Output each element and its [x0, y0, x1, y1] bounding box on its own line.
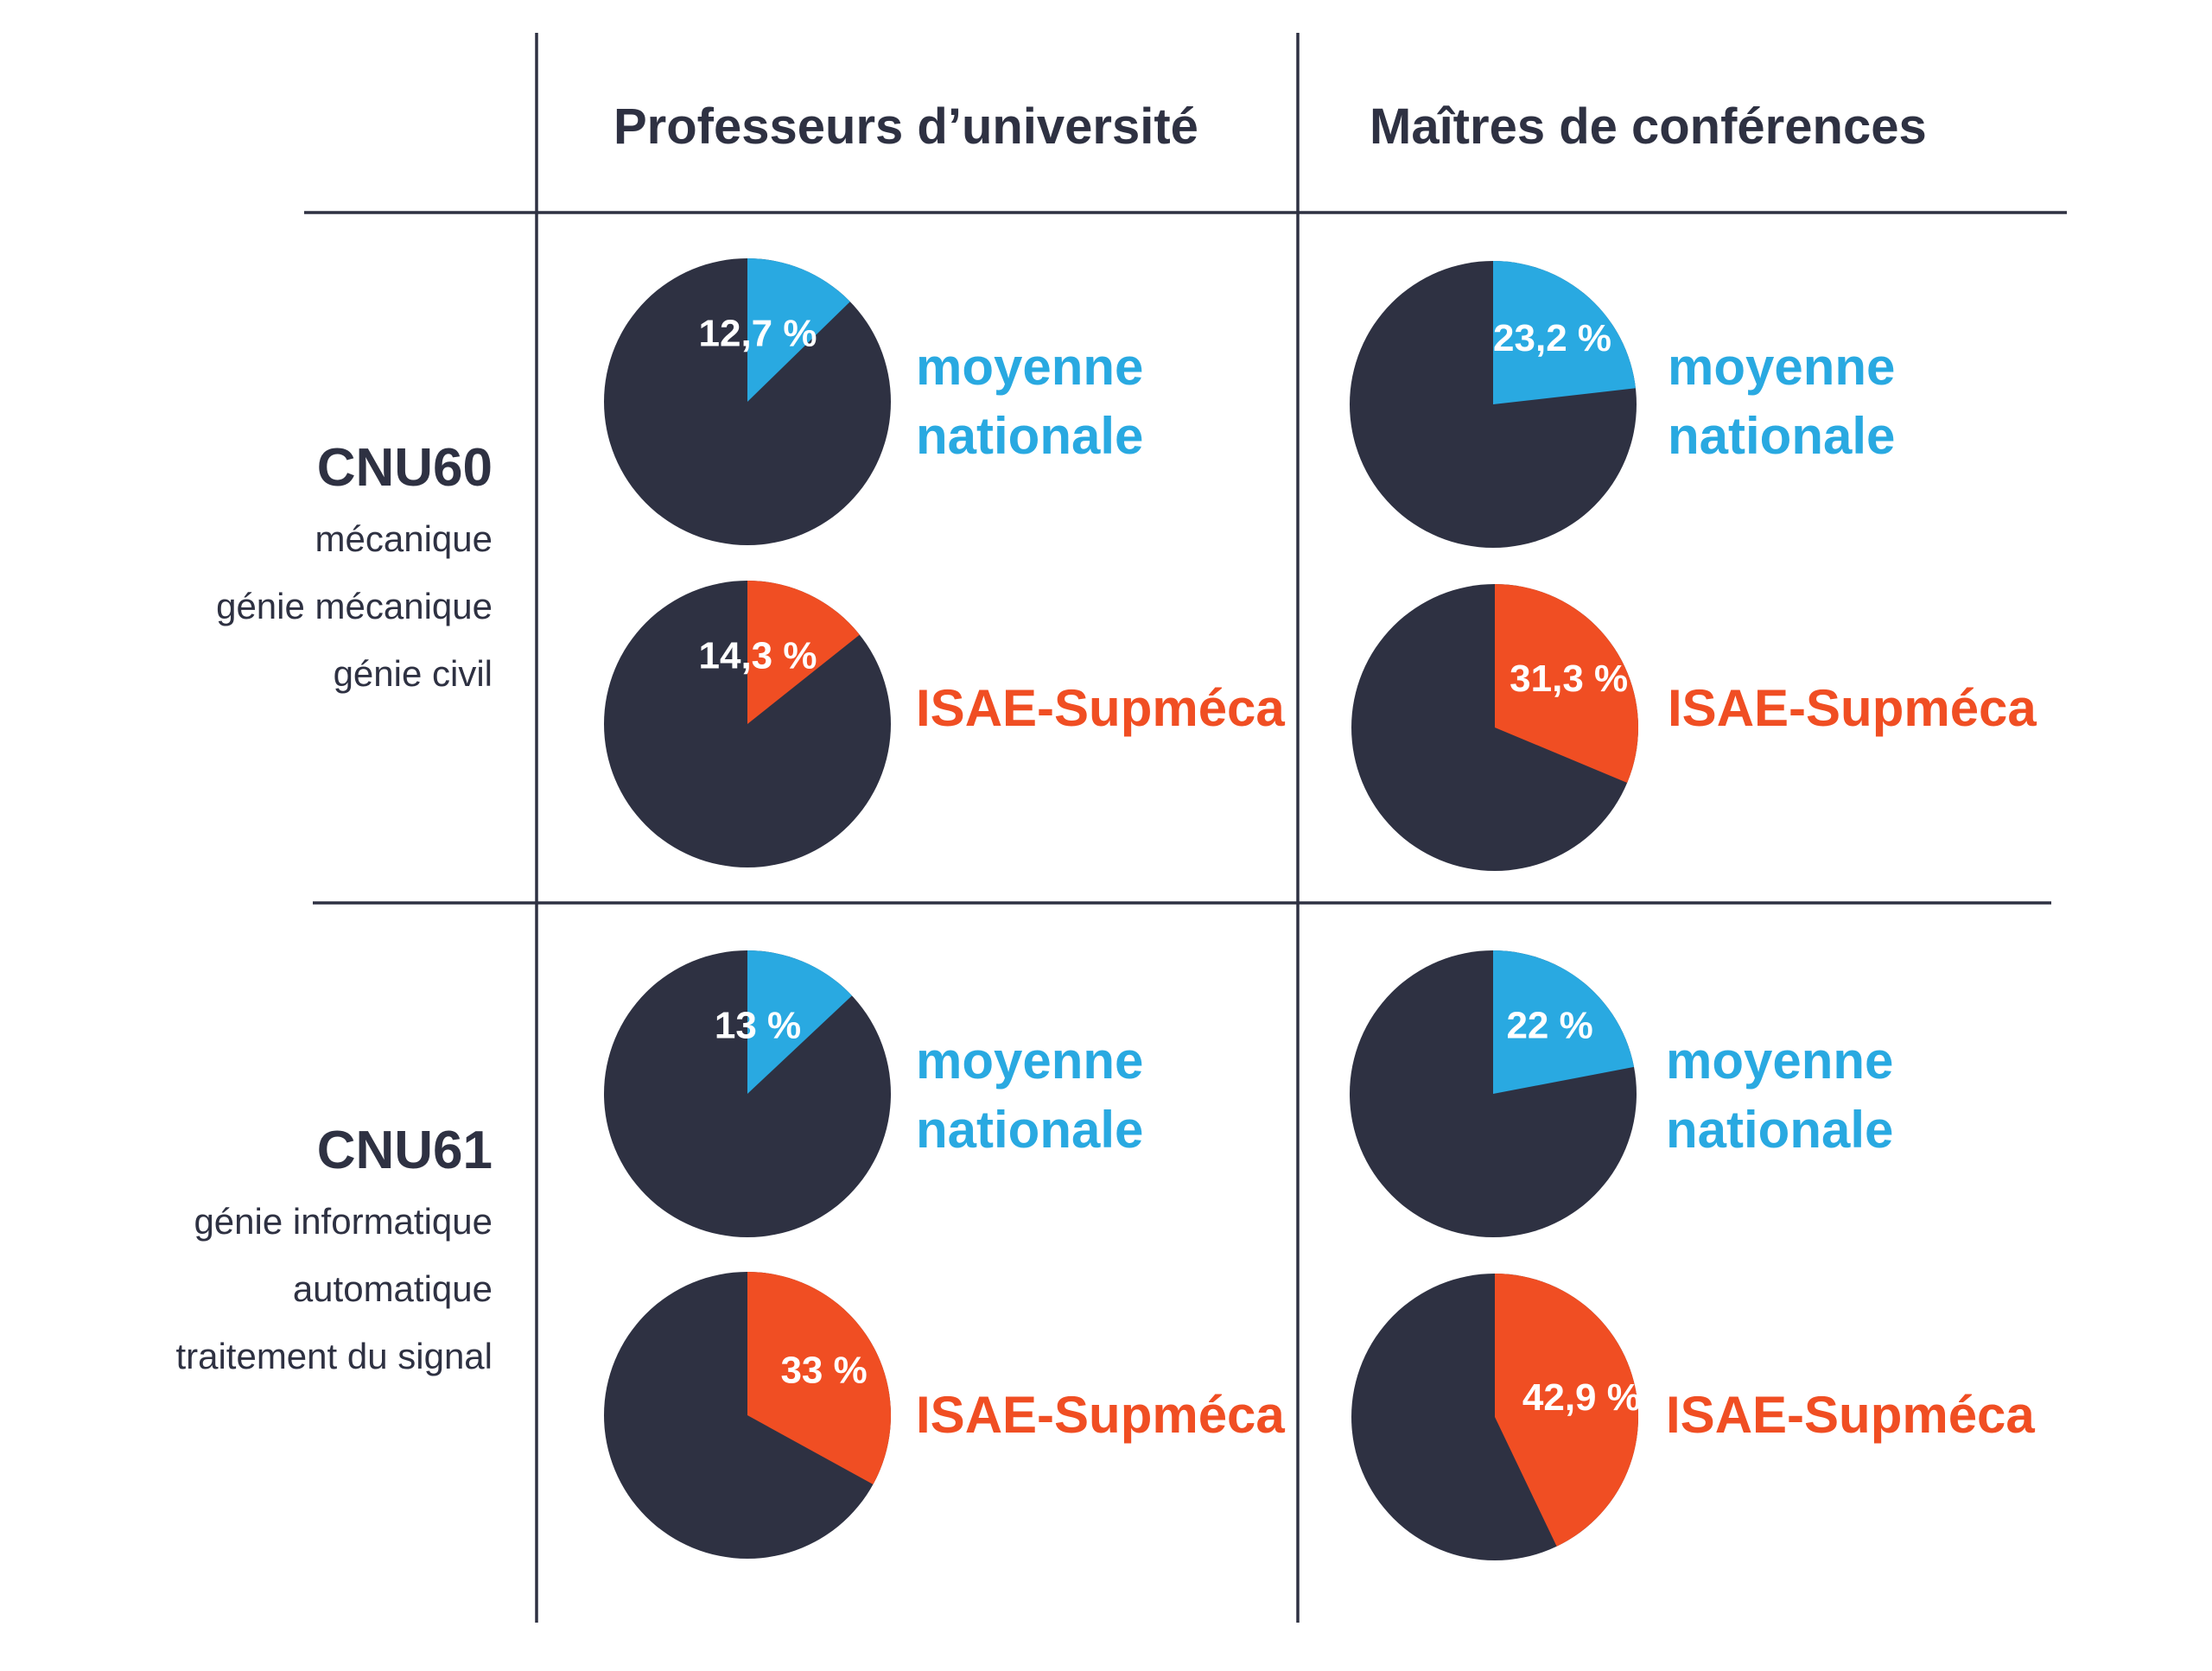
pie-percent-label: 14,3 % [699, 634, 817, 677]
series-label-national: nationale [1666, 1101, 1893, 1159]
pie-percent-label: 23,2 % [1493, 317, 1611, 359]
series-label-national: moyenne [916, 1032, 1143, 1090]
series-label-isae: ISAE-Supméca [1666, 1386, 2035, 1444]
pie-charts: 12,7 % moyenne nationale 14,3 % ISAE-Supméca… [604, 258, 2037, 1560]
pie-value-slice [1495, 1274, 1639, 1547]
pie-value-slice [747, 950, 853, 1094]
column-header-professeurs: Professeurs d’université [613, 98, 1198, 155]
pie-percent-label: 12,7 % [699, 312, 817, 354]
pie-national-2: 23,2 % moyenne nationale [1350, 261, 1895, 548]
row-cnu61-line-2: automatique [293, 1268, 493, 1309]
series-label-national: nationale [916, 1101, 1143, 1159]
series-label-national: moyenne [916, 338, 1143, 396]
pie-percent-label: 31,3 % [1510, 658, 1628, 700]
pie-isae-5: 33 % ISAE-Supméca [604, 1272, 1285, 1559]
pie-isae-1: 14,3 % ISAE-Supméca [604, 581, 1285, 867]
series-label-national: nationale [1668, 407, 1895, 465]
pie-percent-label: 42,9 % [1522, 1376, 1641, 1419]
row-cnu61-line-3: traitement du signal [175, 1336, 493, 1376]
pie-value-slice [1493, 261, 1636, 404]
series-label-isae: ISAE-Supméca [916, 1386, 1285, 1444]
series-label-isae: ISAE-Supméca [916, 679, 1285, 737]
series-label-isae: ISAE-Supméca [1668, 679, 2037, 737]
row-cnu60-line-1: mécanique [315, 518, 493, 559]
pie-national-6: 22 % moyenne nationale [1350, 950, 1893, 1237]
pie-isae-3: 31,3 % ISAE-Supméca [1351, 584, 2037, 871]
series-label-national: moyenne [1666, 1032, 1893, 1090]
pie-isae-7: 42,9 % ISAE-Supméca [1351, 1274, 2035, 1560]
pie-value-slice [747, 1272, 891, 1484]
column-header-maitres: Maîtres de conférences [1370, 98, 1927, 155]
row-cnu61-line-1: génie informatique [194, 1201, 493, 1242]
pie-national-4: 13 % moyenne nationale [604, 950, 1143, 1237]
pie-percent-label: 33 % [780, 1350, 867, 1392]
pie-value-slice [1495, 584, 1638, 784]
pie-percent-label: 13 % [715, 1004, 801, 1046]
pie-percent-label: 22 % [1506, 1005, 1592, 1047]
series-label-national: nationale [916, 407, 1143, 465]
pie-value-slice [747, 581, 860, 724]
row-title-cnu60: CNU60 [317, 438, 493, 498]
row-cnu60-line-2: génie mécanique [216, 586, 493, 626]
pie-national-0: 12,7 % moyenne nationale [604, 258, 1143, 545]
pie-value-slice [1493, 950, 1635, 1094]
row-cnu60-line-3: génie civil [334, 653, 493, 694]
pie-value-slice [747, 258, 850, 402]
row-title-cnu61: CNU61 [317, 1121, 493, 1180]
series-label-national: moyenne [1668, 338, 1895, 396]
